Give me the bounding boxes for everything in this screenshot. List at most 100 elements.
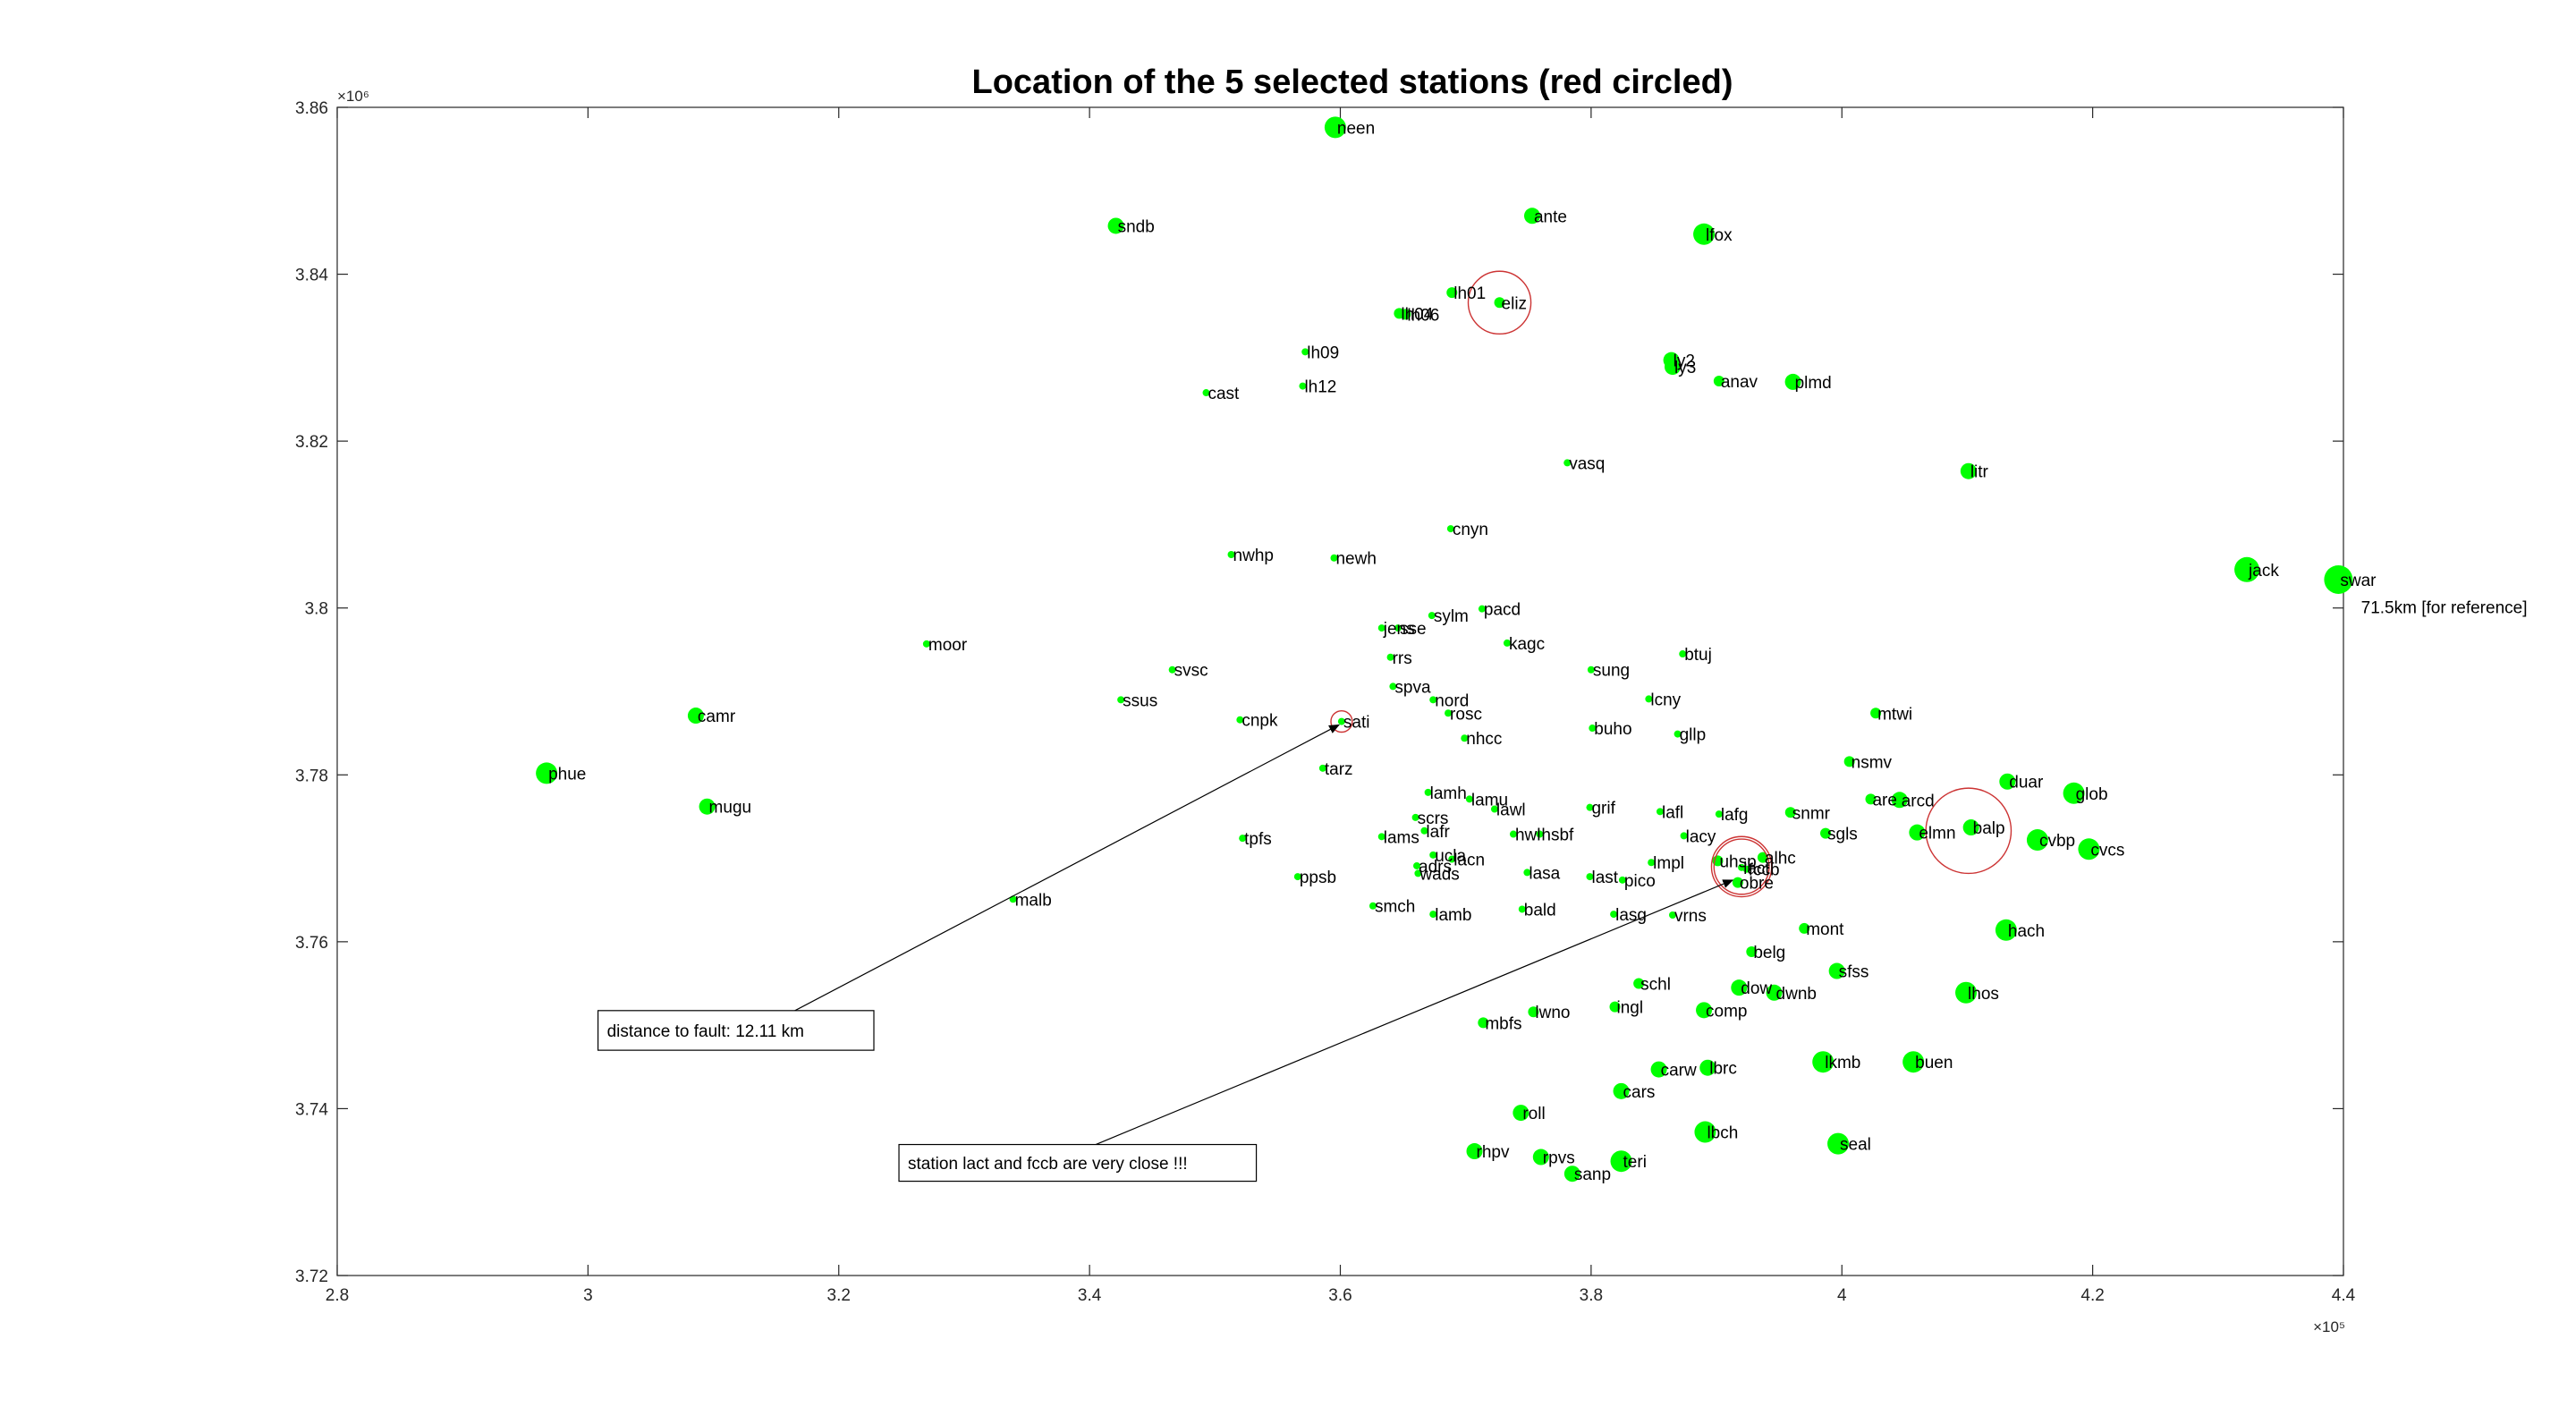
x-tick-label: 2.8 bbox=[326, 1286, 349, 1305]
station-label: ppsb bbox=[1300, 869, 1336, 887]
station-label: pacd bbox=[1484, 601, 1521, 620]
station-label: jack bbox=[2248, 562, 2279, 581]
station-marker bbox=[1411, 813, 1419, 821]
station-label: seal bbox=[1840, 1136, 1871, 1155]
station-label: hach bbox=[2008, 922, 2045, 941]
station-label: cnpk bbox=[1241, 712, 1278, 731]
station-label: lfox bbox=[1706, 226, 1733, 245]
station-marker bbox=[1239, 835, 1247, 843]
station-marker bbox=[1293, 873, 1301, 881]
station-label: tarz bbox=[1325, 760, 1353, 779]
station-marker bbox=[1445, 709, 1453, 717]
station-label: glob bbox=[2076, 785, 2108, 804]
station-marker bbox=[1414, 869, 1422, 877]
station-label: lawl bbox=[1496, 801, 1526, 820]
station-label: anav bbox=[1721, 373, 1758, 392]
station-marker bbox=[1465, 795, 1473, 803]
station-marker bbox=[1674, 730, 1682, 738]
station-marker bbox=[1168, 665, 1176, 674]
station-label: comp bbox=[1706, 1002, 1747, 1021]
station-label: lbrc bbox=[1709, 1060, 1737, 1079]
station-label: sung bbox=[1593, 662, 1630, 681]
station-marker bbox=[1523, 869, 1531, 877]
station-label: lh01 bbox=[1453, 284, 1486, 303]
station-label: lh04 bbox=[1401, 305, 1433, 324]
station-label: roll bbox=[1522, 1105, 1545, 1123]
station-marker bbox=[1668, 911, 1676, 920]
station-marker bbox=[1299, 382, 1307, 390]
station-label: mbfs bbox=[1485, 1014, 1521, 1033]
station-marker bbox=[687, 708, 704, 725]
station-marker bbox=[1828, 962, 1845, 979]
station-label: grif bbox=[1591, 800, 1615, 818]
station-label: lafg bbox=[1721, 806, 1749, 825]
y-tick-label: 3.72 bbox=[295, 1267, 328, 1286]
station-label: pico bbox=[1624, 872, 1656, 891]
station-marker bbox=[1377, 624, 1385, 632]
x-tick-label: 3.6 bbox=[1328, 1286, 1352, 1305]
station-marker bbox=[1563, 459, 1572, 467]
station-label: lhos bbox=[1968, 985, 1999, 1004]
station-markers bbox=[536, 116, 2353, 1182]
station-marker bbox=[1693, 223, 1716, 245]
station-label: neen bbox=[1337, 119, 1375, 138]
station-marker bbox=[1731, 979, 1748, 996]
station-marker bbox=[1532, 1149, 1549, 1165]
annotations: distance to fault: 12.11 km station lact … bbox=[597, 598, 2528, 1182]
station-label: lkmb bbox=[1825, 1054, 1860, 1072]
station-label: duar bbox=[2009, 774, 2044, 793]
station-label: ucla bbox=[1435, 847, 1466, 866]
station-marker bbox=[1428, 612, 1436, 620]
station-marker bbox=[1377, 833, 1385, 841]
station-label: lwno bbox=[1535, 1004, 1570, 1022]
station-marker bbox=[1812, 1051, 1835, 1073]
annotation-text: 71.5km [for reference] bbox=[2361, 598, 2528, 617]
station-label: wads bbox=[1419, 865, 1459, 884]
station-marker bbox=[2063, 782, 2085, 804]
station-label: obre bbox=[1740, 875, 1774, 894]
station-marker bbox=[1389, 682, 1397, 691]
y-tick-label: 3.86 bbox=[295, 99, 328, 118]
station-marker bbox=[1713, 375, 1724, 386]
station-label: moor bbox=[928, 636, 968, 655]
station-label: lact bbox=[1743, 860, 1770, 878]
station-label: btuj bbox=[1684, 646, 1712, 665]
station-label: cvcs bbox=[2090, 841, 2124, 860]
station-marker bbox=[1960, 462, 1977, 479]
station-marker bbox=[1891, 792, 1908, 809]
station-marker bbox=[1107, 217, 1124, 234]
y-axis-exponent: ×10⁶ bbox=[337, 88, 369, 105]
station-label: nwhp bbox=[1233, 547, 1274, 565]
station-label: lamu bbox=[1471, 791, 1508, 809]
station-label: sndb bbox=[1118, 217, 1155, 236]
station-label: tpfs bbox=[1244, 830, 1272, 849]
x-tick-label: 3.4 bbox=[1078, 1286, 1102, 1305]
station-label: swar bbox=[2340, 572, 2377, 590]
station-marker bbox=[1962, 819, 1979, 836]
station-marker bbox=[699, 798, 716, 815]
station-marker bbox=[2078, 838, 2100, 860]
station-marker bbox=[1613, 1082, 1630, 1099]
selected-station-circle bbox=[1330, 709, 1353, 733]
station-label: nsmv bbox=[1852, 753, 1893, 772]
station-label: lh09 bbox=[1307, 343, 1339, 362]
station-label: teri bbox=[1623, 1153, 1647, 1172]
station-label: fccb bbox=[1749, 861, 1780, 880]
station-marker bbox=[1518, 905, 1526, 913]
station-marker bbox=[1429, 911, 1437, 919]
station-label: sse bbox=[1400, 620, 1427, 639]
station-marker bbox=[1587, 665, 1595, 674]
station-label: cvbp bbox=[2039, 832, 2075, 851]
station-marker bbox=[1656, 808, 1664, 816]
station-label: snmr bbox=[1792, 804, 1831, 823]
station-marker bbox=[1909, 824, 1926, 841]
station-marker bbox=[1446, 287, 1458, 299]
station-label: camr bbox=[698, 708, 736, 726]
station-marker bbox=[1995, 919, 2017, 941]
station-marker bbox=[1589, 725, 1597, 733]
station-label: lacn bbox=[1453, 852, 1485, 870]
x-tick-label: 4 bbox=[1837, 1286, 1847, 1305]
station-marker bbox=[1318, 764, 1326, 772]
station-label: hwl bbox=[1515, 826, 1541, 845]
